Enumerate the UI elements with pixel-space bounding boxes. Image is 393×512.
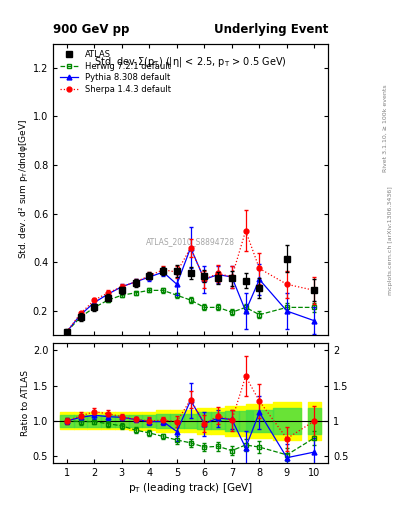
X-axis label: p$_T$ (leading track) [GeV]: p$_T$ (leading track) [GeV] bbox=[128, 481, 253, 495]
Y-axis label: Ratio to ATLAS: Ratio to ATLAS bbox=[21, 370, 30, 436]
Text: ATLAS_2010_S8894728: ATLAS_2010_S8894728 bbox=[146, 238, 235, 246]
Text: mcplots.cern.ch [arXiv:1306.3436]: mcplots.cern.ch [arXiv:1306.3436] bbox=[388, 186, 393, 295]
Text: Rivet 3.1.10, ≥ 100k events: Rivet 3.1.10, ≥ 100k events bbox=[383, 84, 387, 172]
Text: Underlying Event: Underlying Event bbox=[214, 23, 328, 36]
Y-axis label: Std. dev. d² sum p$_T$/dndφ[GeV]: Std. dev. d² sum p$_T$/dndφ[GeV] bbox=[17, 119, 30, 260]
Text: Std. dev.Σ(p$_T$) (|η| < 2.5, p$_T$ > 0.5 GeV): Std. dev.Σ(p$_T$) (|η| < 2.5, p$_T$ > 0.… bbox=[94, 55, 287, 69]
Text: 900 GeV pp: 900 GeV pp bbox=[53, 23, 129, 36]
Legend: ATLAS, Herwig 7.2.1 default, Pythia 8.308 default, Sherpa 1.4.3 default: ATLAS, Herwig 7.2.1 default, Pythia 8.30… bbox=[57, 48, 173, 96]
